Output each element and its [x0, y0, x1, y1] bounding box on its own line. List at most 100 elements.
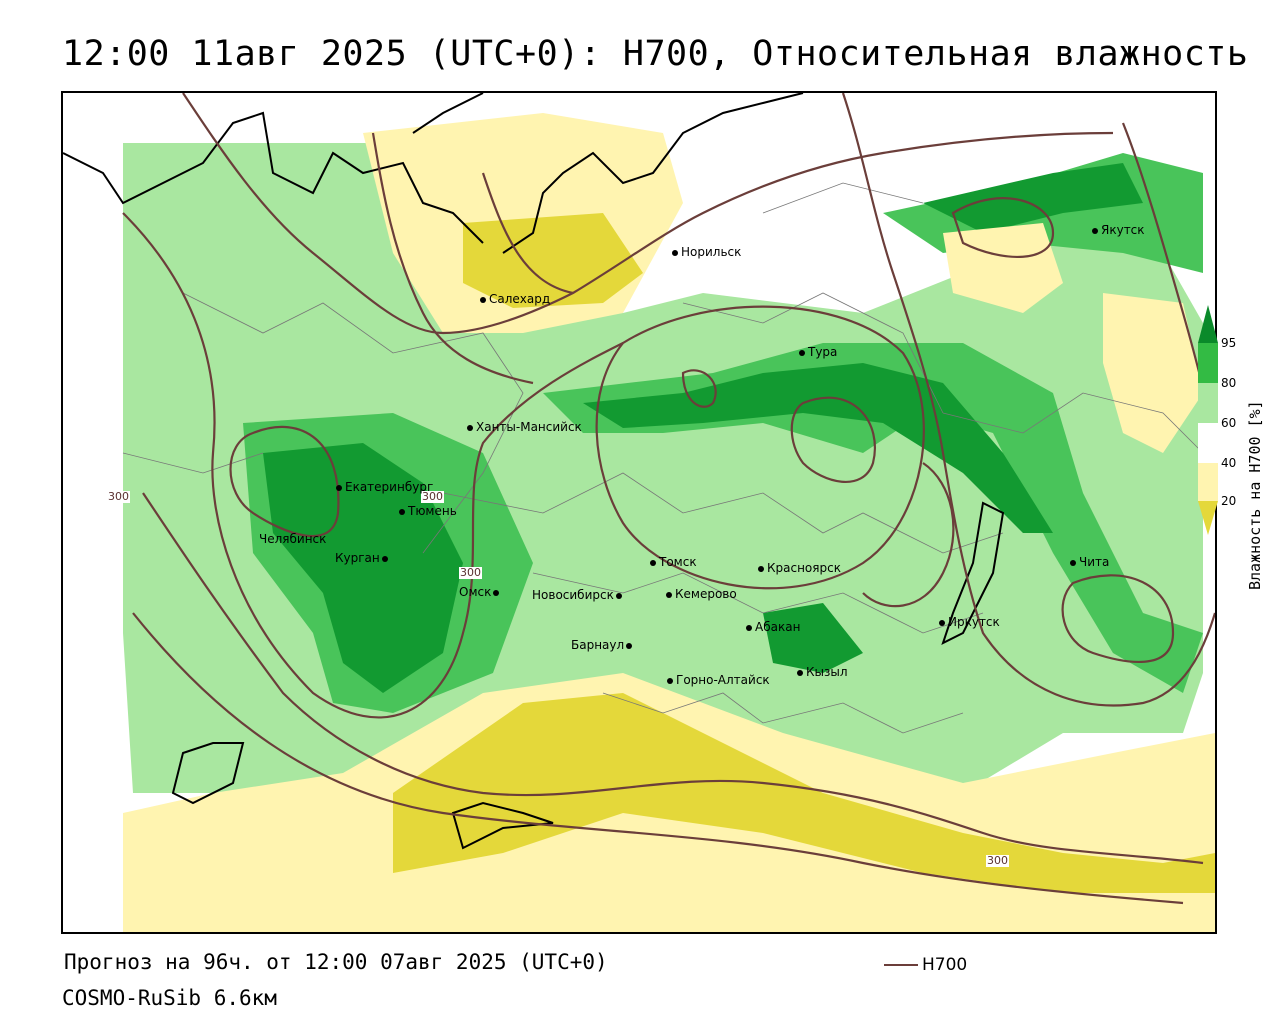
city-label: Кемерово — [675, 587, 737, 601]
city-dot — [1092, 227, 1098, 234]
city-dot — [615, 592, 622, 599]
colorbar-title: Влажность на H700 [%] — [1246, 350, 1266, 590]
city-dot — [467, 424, 473, 431]
city-khanty-mansiysk: Ханты-Мансийск — [467, 421, 582, 433]
city-abakan: Абакан — [746, 621, 800, 633]
city-dot — [939, 619, 945, 626]
contour-legend-label: H700 — [922, 955, 968, 975]
colorbar-tick: 40 — [1221, 456, 1237, 470]
city-dot — [626, 642, 633, 649]
city-dot — [799, 349, 805, 356]
city-dot — [667, 677, 673, 684]
city-label: Новосибирск — [532, 588, 614, 602]
city-label: Кызыл — [806, 665, 848, 679]
colorbar-cap-top — [1198, 305, 1218, 343]
city-label: Абакан — [755, 620, 801, 634]
city-yakutsk: Якутск — [1092, 224, 1145, 236]
city-kemerovo: Кемерово — [666, 588, 737, 600]
map-canvas — [63, 93, 1215, 932]
dry-area-west — [63, 93, 123, 932]
city-dot — [672, 249, 678, 256]
city-omsk: Омск — [459, 586, 502, 598]
region-boundaries — [122, 182, 1204, 734]
city-dot — [399, 508, 405, 515]
city-label: Тура — [808, 345, 838, 359]
contour-ring-ne — [951, 197, 1055, 258]
moist-area-7 — [923, 163, 1143, 233]
dry-area-sw — [123, 793, 263, 932]
city-label: Норильск — [681, 245, 742, 259]
city-dot — [797, 669, 803, 676]
city-dot — [666, 591, 672, 598]
dry-area-ne — [943, 223, 1063, 313]
forecast-map: 300 300 300 300 Норильск Якутск Салехард… — [61, 91, 1217, 934]
colorbar-tick: 20 — [1221, 494, 1237, 508]
city-dot — [758, 565, 764, 572]
colorbar-band — [1198, 423, 1218, 463]
city-barnaul: Барнаул — [571, 639, 635, 651]
city-yekaterinburg: Екатеринбург — [336, 481, 433, 493]
contour-ring-small — [681, 369, 717, 408]
moist-area-3 — [543, 343, 1203, 693]
colorbar-band — [1198, 463, 1218, 501]
city-dot — [746, 624, 752, 631]
humidity-field — [63, 93, 1215, 932]
colorbar-cap-bottom — [1198, 501, 1218, 535]
city-label: Красноярск — [767, 561, 841, 575]
city-krasnoyarsk: Красноярск — [758, 562, 841, 574]
city-label: Чита — [1079, 555, 1110, 569]
city-dot — [480, 296, 486, 303]
colorbar-swatches — [1198, 305, 1218, 535]
city-dot — [336, 484, 342, 491]
colorbar-tick: 60 — [1221, 416, 1237, 430]
forecast-info: Прогноз на 96ч. от 12:00 07авг 2025 (UTC… — [64, 950, 608, 974]
city-label: Томск — [659, 555, 697, 569]
contour-legend: H700 — [884, 955, 967, 975]
colorbar: 95 80 60 40 20 — [1198, 305, 1236, 535]
city-tyumen: Тюмень — [399, 505, 457, 517]
city-label: Якутск — [1101, 223, 1145, 237]
contour-legend-line — [884, 964, 918, 966]
city-gorno-altaysk: Горно-Алтайск — [667, 674, 770, 686]
moist-area-8 — [763, 603, 863, 673]
city-dot — [650, 559, 656, 566]
city-dot — [381, 555, 388, 562]
city-kurgan: Курган — [335, 552, 391, 564]
coastlines — [63, 93, 1005, 850]
city-label: Ханты-Мансийск — [476, 420, 582, 434]
city-irkutsk: Иркутск — [939, 616, 1000, 628]
city-dot — [1070, 559, 1076, 566]
contour-label: 300 — [986, 854, 1009, 867]
city-label: Екатеринбург — [345, 480, 434, 494]
contour-label: 300 — [459, 566, 482, 579]
city-label: Тюмень — [408, 504, 457, 518]
contour-ring-west — [229, 425, 340, 538]
city-label: Салехард — [489, 292, 551, 306]
city-chelyabinsk: Челябинск — [259, 533, 326, 545]
contour-ring-inner — [790, 396, 876, 484]
map-title: 12:00 11авг 2025 (UTC+0): H700, Относите… — [62, 34, 1249, 74]
city-label: Иркутск — [948, 615, 1000, 629]
colorbar-title-text: Влажность на H700 [%] — [1246, 400, 1264, 590]
colorbar-tick: 80 — [1221, 376, 1237, 390]
city-label: Омск — [459, 585, 492, 599]
dry-area-e — [1103, 293, 1203, 453]
colorbar-band — [1198, 343, 1218, 383]
city-label: Барнаул — [571, 638, 625, 652]
colorbar-tick: 95 — [1221, 336, 1237, 350]
city-salekhard: Салехард — [480, 293, 550, 305]
contour-ring-center — [595, 305, 925, 590]
city-dot — [493, 589, 500, 596]
model-name: COSMO-RuSib 6.6км — [62, 986, 277, 1010]
city-kyzyl: Кызыл — [797, 666, 848, 678]
city-novosibirsk: Новосибирск — [532, 589, 625, 601]
colorbar-band — [1198, 383, 1218, 423]
dry-area-south-2 — [393, 693, 1215, 893]
city-chita: Чита — [1070, 556, 1109, 568]
city-label: Курган — [335, 551, 380, 565]
contour-label: 300 — [421, 490, 444, 503]
moist-area-5 — [263, 443, 463, 693]
city-norilsk: Норильск — [672, 246, 741, 258]
contour-label: 300 — [107, 490, 130, 503]
city-label: Горно-Алтайск — [676, 673, 770, 687]
